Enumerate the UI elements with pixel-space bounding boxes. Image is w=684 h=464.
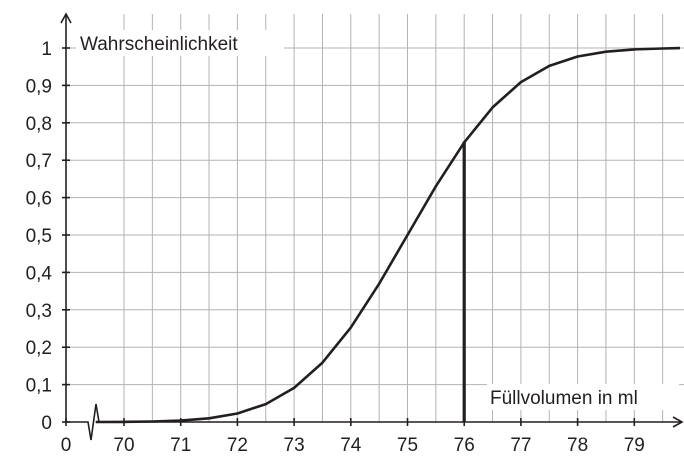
y-axis-label: Wahrscheinlichkeit xyxy=(80,34,238,55)
x-tick-label: 75 xyxy=(397,435,418,456)
y-tick-label: 0,8 xyxy=(26,114,52,135)
x-axis-label: Füllvolumen in ml xyxy=(490,388,638,409)
distribution-curve xyxy=(95,46,681,424)
y-tick-label: 0,1 xyxy=(26,376,52,397)
tick-labels: 0 70 71 72 73 74 75 76 77 78 79 0 0,1 0,2 0,3 0,4 0,5 0,6… xyxy=(26,39,645,456)
axes xyxy=(60,12,684,441)
y-axis-arrow xyxy=(60,12,72,24)
x-tick-label: 76 xyxy=(454,435,475,456)
y-tick-label: 0 xyxy=(41,413,52,434)
y-tick-label: 0,5 xyxy=(26,226,52,247)
xlabel-background xyxy=(487,384,679,410)
y-tick-label: 0,7 xyxy=(26,151,52,172)
x-tick-label: 77 xyxy=(510,435,531,456)
y-tick-label: 1 xyxy=(41,39,52,60)
y-tick-label: 0,4 xyxy=(26,263,53,284)
x-tick-label: 73 xyxy=(284,435,305,456)
x-tick-label: 71 xyxy=(170,435,191,456)
y-tick-label: 0,2 xyxy=(26,338,52,359)
y-tick-label: 0,9 xyxy=(26,76,52,97)
y-tick-label: 0,3 xyxy=(26,301,52,322)
x-tick-label: 0 xyxy=(61,435,72,456)
y-tick-label: 0,6 xyxy=(26,189,52,210)
x-tick-label: 79 xyxy=(624,435,645,456)
series-marks xyxy=(95,46,681,424)
x-axis-arrow xyxy=(672,416,684,428)
x-tick-label: 74 xyxy=(340,435,362,456)
ylabel-background xyxy=(76,30,284,56)
grid-lines xyxy=(66,14,684,422)
x-axis-line xyxy=(66,403,682,441)
x-tick-label: 72 xyxy=(227,435,248,456)
x-tick-label: 78 xyxy=(567,435,588,456)
x-tick-label: 70 xyxy=(113,435,134,456)
